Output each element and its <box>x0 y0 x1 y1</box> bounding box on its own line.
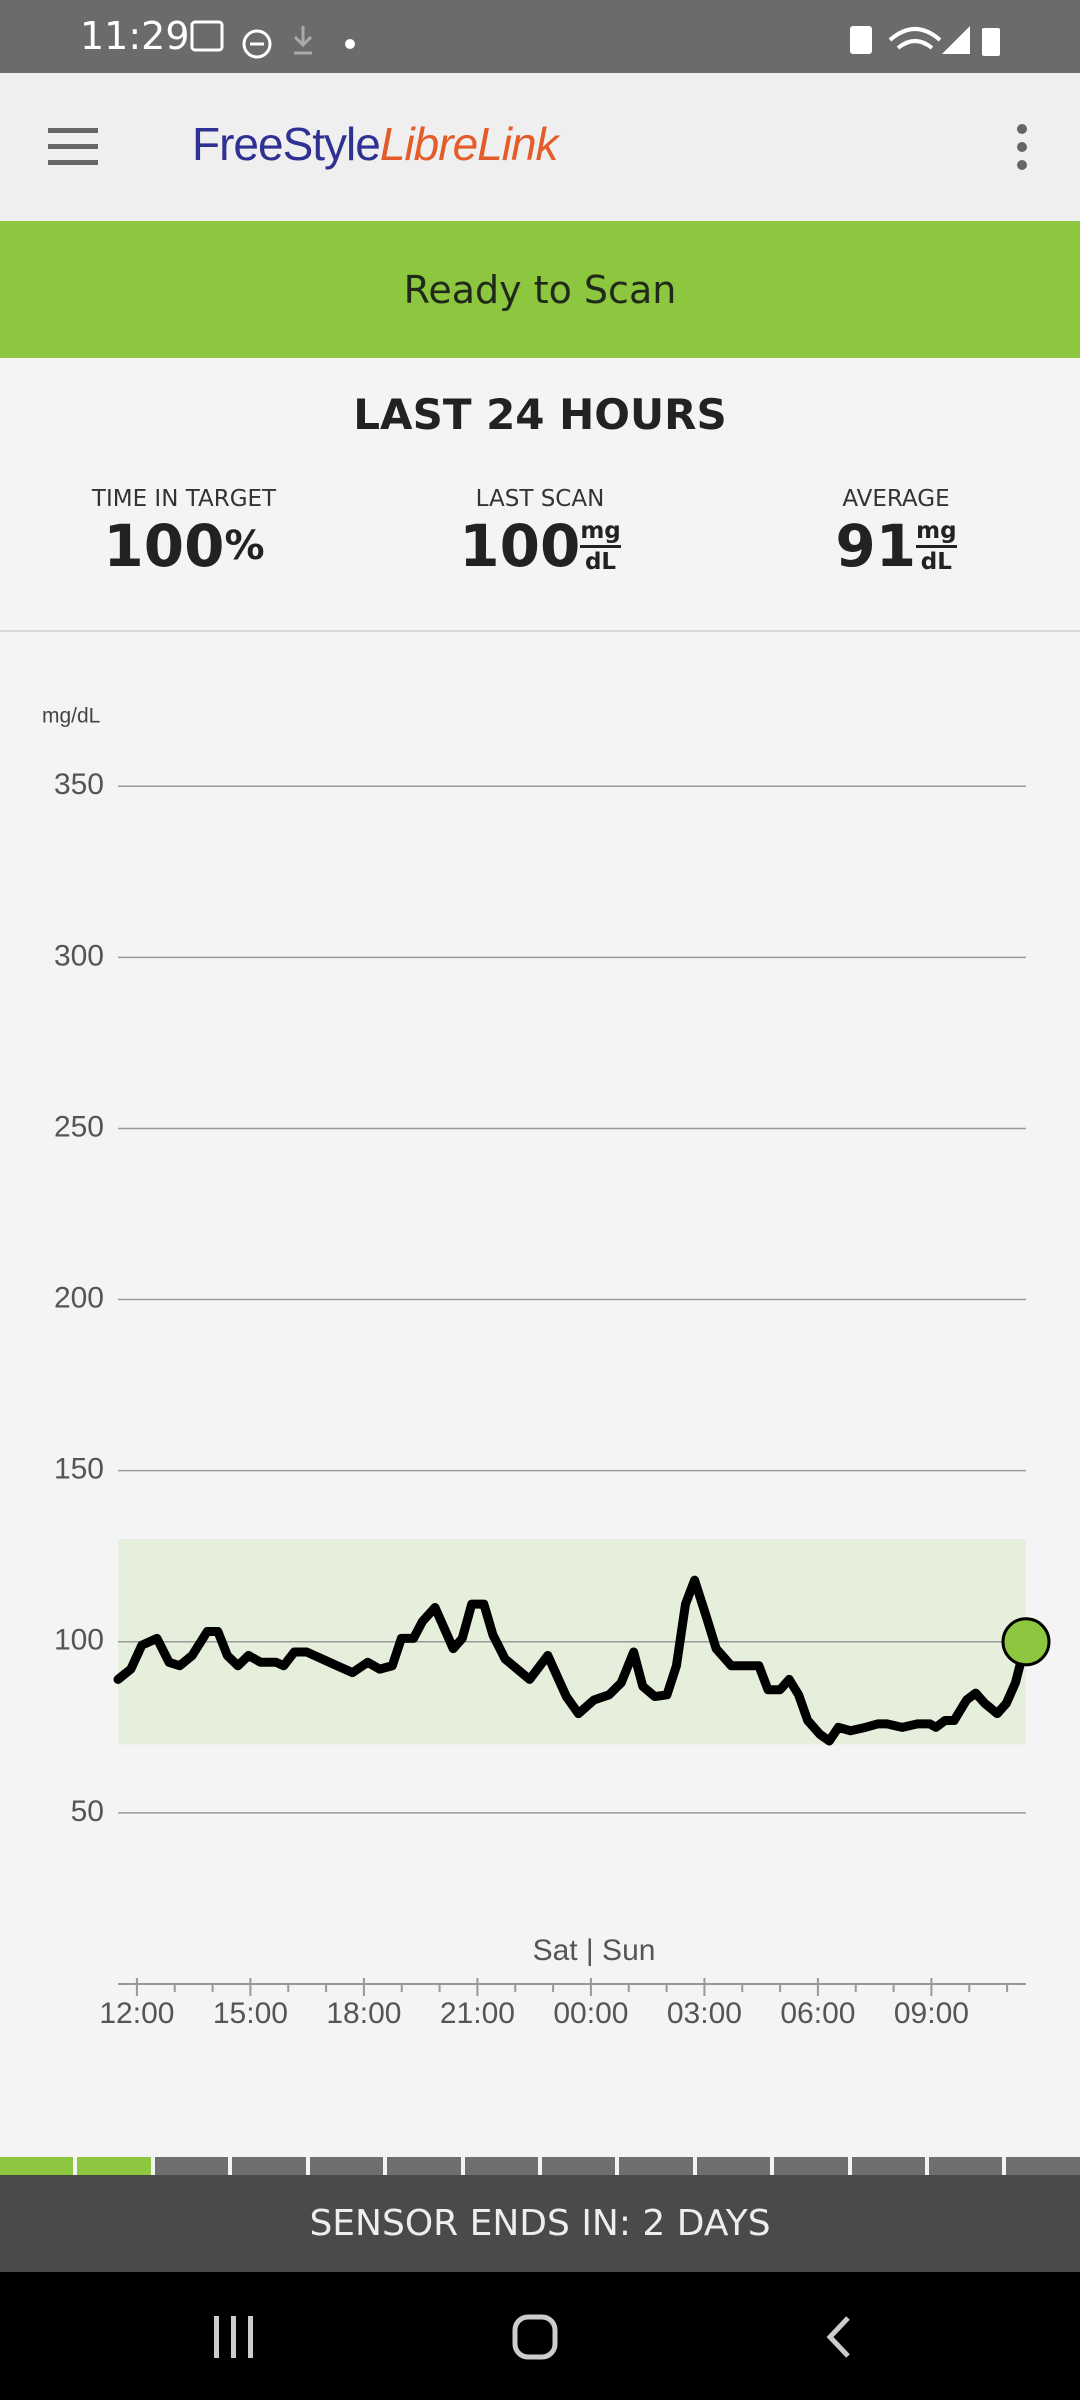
x-tick-label: 15:00 <box>213 1997 288 2030</box>
stat-label: TIME IN TARGET <box>91 486 277 512</box>
stat-value: 100 <box>103 512 225 580</box>
status-bar: 11:29 <box>0 0 1080 73</box>
x-tick-label: 00:00 <box>553 1997 628 2030</box>
sensor-text: SENSOR ENDS IN: 2 DAYS <box>309 2203 771 2244</box>
unit-bottom: dL <box>920 548 952 575</box>
scan-banner[interactable]: Ready to Scan <box>0 221 1080 358</box>
x-tick-label: 03:00 <box>667 1997 742 2030</box>
x-tick-label: 18:00 <box>326 1997 401 2030</box>
x-tick-label: 21:00 <box>440 1997 515 2030</box>
y-tick-label: 150 <box>54 1453 104 1486</box>
stat-unit: mg dL <box>916 517 957 576</box>
clock: 11:29 <box>80 14 190 58</box>
current-reading <box>1001 1617 1051 1667</box>
summary-title: LAST 24 HOURS <box>353 390 727 439</box>
app-bar: FreeStyleLibreLink <box>0 73 1080 221</box>
sensor-status: SENSOR ENDS IN: 2 DAYS <box>0 2175 1080 2272</box>
menu-button[interactable] <box>48 128 100 168</box>
y-tick-label: 300 <box>54 939 104 972</box>
back-button[interactable] <box>826 2316 850 2358</box>
x-tick-label: 12:00 <box>99 1997 174 2030</box>
day-annotation: Sat | Sun <box>533 1934 656 1967</box>
y-tick-label: 100 <box>54 1624 104 1657</box>
status-icons <box>190 20 1000 59</box>
stat-label: AVERAGE <box>842 486 950 512</box>
y-tick-label: 50 <box>71 1795 104 1828</box>
unit-top: mg <box>916 517 957 548</box>
glucose-chart: mg/dL Sat | Sun 50 100 150 200 250 300 350 12:0… <box>42 705 1051 2030</box>
stat: AVERAGE 91 mg dL <box>746 486 1046 580</box>
stat: TIME IN TARGET 100% <box>34 486 334 580</box>
stat-value: 91 <box>835 512 917 580</box>
recents-button[interactable] <box>214 2316 253 2358</box>
stat-unit: mg dL <box>580 517 621 576</box>
stat: LAST SCAN 100 mg dL <box>390 486 690 580</box>
x-tick-label: 06:00 <box>780 1997 855 2030</box>
y-axis-label: mg/dL <box>42 705 100 728</box>
nav-bar <box>0 2272 1080 2400</box>
banner-text: Ready to Scan <box>403 267 677 312</box>
brand-first: FreeStyle <box>192 118 381 170</box>
y-tick-label: 250 <box>54 1110 104 1143</box>
x-tick-label: 09:00 <box>894 1997 969 2030</box>
stat-label: LAST SCAN <box>475 486 605 512</box>
brand-logo: FreeStyleLibreLink <box>192 117 559 171</box>
unit-bottom: dL <box>584 548 617 575</box>
stat-value: 100 <box>459 512 581 580</box>
home-button[interactable] <box>512 2314 558 2360</box>
y-tick-label: 200 <box>54 1281 104 1314</box>
brand-second: LibreLink <box>379 118 559 170</box>
summary: LAST 24 HOURS TIME IN TARGET 100% LAST S… <box>0 358 1080 632</box>
stat-unit: % <box>224 523 265 569</box>
glucose-line <box>113 1575 1031 1746</box>
unit-top: mg <box>580 517 621 548</box>
y-tick-label: 350 <box>54 768 104 801</box>
sensor-progress <box>0 2157 1080 2175</box>
overflow-menu[interactable] <box>1010 123 1034 173</box>
